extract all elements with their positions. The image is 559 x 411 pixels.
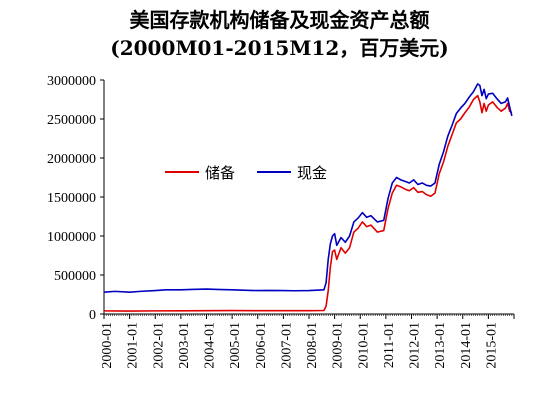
x-tick-label: 2012-01 [408,322,423,369]
series-lines [103,83,513,312]
y-tick-label: 1500000 [47,191,96,206]
chart-subtitle: (2000M01-2015M12，百万美元) [110,36,449,60]
y-tick-label: 1000000 [47,230,96,245]
x-tick-label: 2004-01 [203,322,218,369]
legend: 储备 现金 [165,164,327,182]
x-tick-label: 2005-01 [228,322,243,369]
x-tick-label: 2015-01 [484,322,499,369]
x-tick-label: 2008-01 [305,322,320,369]
axes: 0 500000 1000000 1500000 2000000 2500000 30000… [47,74,515,369]
x-tick-label: 2000-01 [100,322,115,369]
y-tick-label: 2000000 [47,152,96,167]
y-tick-label: 3000000 [47,74,96,89]
x-tick-label: 2006-01 [254,322,269,369]
y-tick-label: 0 [89,308,96,323]
x-tick-label: 2001-01 [126,322,141,369]
x-tick-label: 2013-01 [433,322,448,369]
x-tick-label: 2007-01 [279,322,294,369]
y-tick-label: 2500000 [47,113,96,128]
series-line-现金 [103,83,513,293]
x-tick-label: 2010-01 [356,322,371,369]
x-tick-label: 2002-01 [151,322,166,369]
x-tick-label: 2011-01 [382,322,397,368]
x-tick-label: 2003-01 [177,322,192,369]
x-tick-label: 2009-01 [331,322,346,369]
y-tick-label: 500000 [54,269,96,284]
legend-label: 储备 [205,164,235,182]
chart-title: 美国存款机构储备及现金资产总额 [129,8,430,32]
x-tick-label: 2014-01 [459,322,474,369]
series-line-储备 [103,94,513,312]
legend-label: 现金 [297,164,327,182]
